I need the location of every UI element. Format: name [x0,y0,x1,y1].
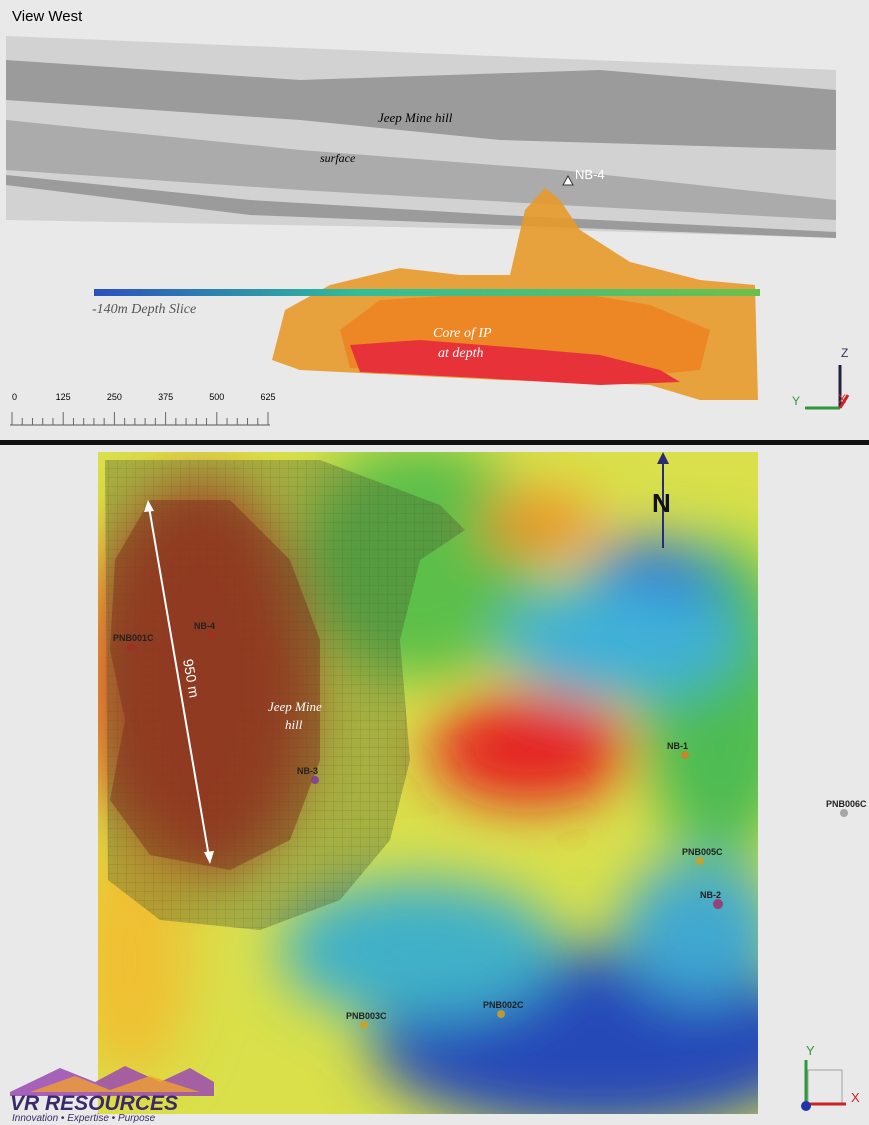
drill-label: PNB005C [682,847,723,857]
logo-tagline: Innovation • Expertise • Purpose [12,1113,156,1124]
drill-label: NB-4 [575,167,605,182]
ip-core [350,340,680,385]
drill-label: NB-3 [297,766,318,776]
terrain-band [6,60,836,150]
axis-label: Y [792,394,800,408]
hill-label: Jeep Mine [268,699,322,714]
axis-label: Z [841,346,848,360]
scale-label: 250 [107,392,122,402]
core-label: at depth [438,346,484,361]
divider [0,440,869,445]
drill-marker [696,857,704,865]
view-label: View West [12,8,83,25]
axis-triad: Z Y X [792,346,850,410]
hill-label: hill [285,717,303,732]
axis-label: X [851,1090,860,1105]
heat-map [98,452,758,1114]
drill-marker [840,809,848,817]
depth-slice [94,289,760,296]
scale-bar: 0 125 250 375 500 625 [10,392,276,426]
drill-marker [713,899,723,909]
surface-label: surface [320,151,356,165]
logo-name: VR RESOURCES [10,1092,178,1115]
drill-label: PNB002C [483,1000,524,1010]
drill-label: NB-1 [667,741,688,751]
drill-marker [208,631,216,639]
drill-marker [497,1010,505,1018]
scale-label: 125 [56,392,71,402]
drill-marker [681,751,689,759]
scale-label: 375 [158,392,173,402]
hill-label: Jeep Mine hill [378,110,453,125]
drill-label: NB-2 [700,890,721,900]
north-label: N [652,488,671,518]
drill-label: PNB001C [113,633,154,643]
axis-label: X [838,392,846,406]
core-label: Core of IP [433,326,492,341]
slice-label: -140m Depth Slice [92,302,196,317]
terrain-band [6,120,836,220]
drill-marker [311,776,319,784]
drill-marker [360,1021,368,1029]
axis-label: Y [806,1043,815,1058]
drill-label: PNB006C [826,799,867,809]
scale-label: 0 [12,392,17,402]
distance-line [148,506,210,858]
map-axis-triad: Y X [801,1043,860,1111]
drill-marker [562,174,574,186]
scale-label: 625 [260,392,275,402]
terrain-band [6,175,836,238]
drill-label: PNB003C [346,1011,387,1021]
logo: VR RESOURCES Innovation • Expertise • Pu… [10,1066,214,1124]
distance-label: 950 m [180,658,203,699]
drill-marker [127,643,135,651]
scale-label: 500 [209,392,224,402]
drill-holes: PNB001C NB-4 NB-3 NB-1 PNB006C PNB005C NB-2 PNB… [113,621,867,1029]
drill-label: NB-4 [194,621,215,631]
north-arrow [657,452,669,464]
